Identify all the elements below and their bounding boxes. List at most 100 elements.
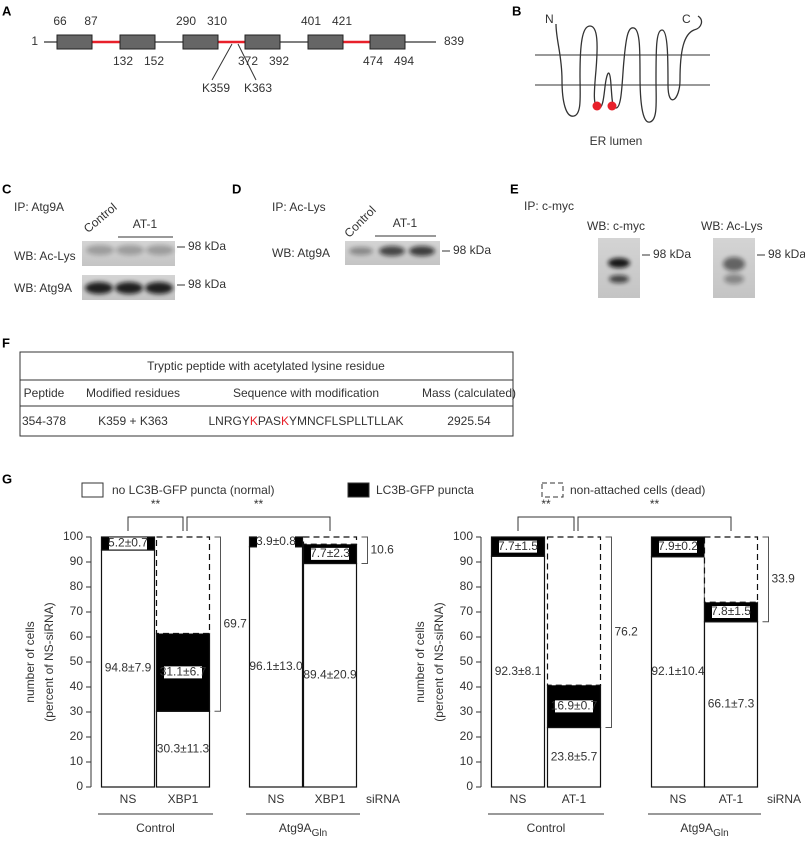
value-label: 7.7±2.3 bbox=[310, 546, 350, 560]
blot-label: WB: Atg9A bbox=[14, 281, 72, 295]
acetyl-site bbox=[607, 101, 617, 111]
table-header: Mass (calculated) bbox=[422, 386, 516, 400]
blot-label: WB: Ac-Lys bbox=[701, 219, 763, 233]
sequence-part: PAS bbox=[258, 414, 281, 428]
residue-label: 474 bbox=[363, 54, 383, 68]
bracket-label: 76.2 bbox=[615, 624, 639, 638]
table-cell: K359 + K363 bbox=[98, 414, 168, 428]
residue-label: 132 bbox=[113, 54, 133, 68]
marker-label: 98 kDa bbox=[188, 239, 226, 253]
site-label: K363 bbox=[244, 81, 272, 95]
band bbox=[608, 258, 630, 268]
x-tick-label: AT-1 bbox=[719, 792, 744, 806]
group-name: Control bbox=[527, 821, 566, 835]
bar-segment bbox=[248, 546, 304, 788]
bar-segment bbox=[650, 556, 706, 788]
value-label: 31.1±6.7 bbox=[160, 665, 207, 679]
table-border bbox=[19, 351, 514, 437]
residue-label: 66 bbox=[53, 14, 67, 28]
legend-label: non-attached cells (dead) bbox=[570, 483, 705, 497]
topology bbox=[555, 15, 703, 123]
acetyl-site bbox=[592, 101, 602, 111]
x-axis-label: siRNA bbox=[366, 792, 400, 806]
y-tick-label: 80 bbox=[460, 579, 474, 593]
y-axis-label: number of cells bbox=[413, 621, 427, 702]
table-cell: 354-378 bbox=[22, 414, 66, 428]
group-label: Atg9AGln bbox=[279, 821, 327, 838]
bracket-label: 10.6 bbox=[371, 542, 395, 556]
bracket-label: 33.9 bbox=[772, 572, 796, 586]
value-label-bg bbox=[257, 535, 295, 548]
transmembrane-domain bbox=[307, 34, 344, 50]
residue-label: 392 bbox=[269, 54, 289, 68]
band bbox=[379, 246, 405, 256]
x-tick-label: NS bbox=[120, 792, 137, 806]
y-axis-label: (percent of NS-siRNA) bbox=[42, 602, 56, 721]
bar-segment bbox=[546, 726, 602, 788]
panel-label: G bbox=[2, 471, 12, 486]
lane-label: AT-1 bbox=[393, 216, 418, 230]
y-tick-label: 90 bbox=[460, 554, 474, 568]
blot-label: WB: c-myc bbox=[587, 219, 645, 233]
value-label: 94.8±7.9 bbox=[105, 661, 152, 675]
value-label: 5.2±0.7 bbox=[108, 536, 148, 550]
value-label: 30.3±11.3 bbox=[157, 741, 210, 755]
y-tick-label: 60 bbox=[70, 629, 84, 643]
residue-label: 421 bbox=[332, 14, 352, 28]
y-tick-label: 20 bbox=[460, 729, 474, 743]
y-tick-label: 80 bbox=[70, 579, 84, 593]
x-tick-label: NS bbox=[670, 792, 687, 806]
marker-label: 98 kDa bbox=[453, 243, 491, 257]
group-label: Atg9AGln bbox=[680, 821, 728, 838]
y-tick-label: 0 bbox=[466, 779, 473, 793]
y-axis-label: (percent of NS-siRNA) bbox=[432, 602, 446, 721]
band bbox=[85, 282, 113, 294]
value-label: 3.9±0.8 bbox=[256, 534, 296, 548]
value-label-bg bbox=[555, 700, 593, 713]
y-tick-label: 40 bbox=[460, 679, 474, 693]
y-tick-label: 70 bbox=[460, 604, 474, 618]
lane-label: Control bbox=[341, 203, 378, 240]
ip-label: IP: c-myc bbox=[524, 199, 574, 213]
x-tick-label: NS bbox=[510, 792, 527, 806]
residue-label: 494 bbox=[394, 54, 414, 68]
band bbox=[409, 246, 435, 256]
ip-label: IP: Ac-Lys bbox=[272, 200, 326, 214]
group-name: Atg9A bbox=[279, 821, 312, 835]
value-label-bg bbox=[659, 540, 697, 553]
bracket bbox=[214, 536, 221, 712]
group-label: Control bbox=[527, 821, 566, 835]
sequence-part: YMNCFLSPLLTLLAK bbox=[289, 414, 404, 428]
value-label: 66.1±7.3 bbox=[708, 697, 755, 711]
table-cell: LNRGYKPASKYMNCFLSPLLTLLAK bbox=[209, 414, 404, 428]
transmembrane-domain bbox=[56, 34, 93, 50]
marker-label: 98 kDa bbox=[653, 247, 691, 261]
value-label: 92.1±10.4 bbox=[651, 664, 705, 678]
bracket-label: 69.7 bbox=[224, 616, 248, 630]
band bbox=[86, 245, 114, 255]
y-axis-label: number of cells bbox=[23, 621, 37, 702]
sequence-part: K bbox=[281, 414, 289, 428]
band bbox=[116, 245, 144, 255]
table-header: Peptide bbox=[24, 386, 65, 400]
value-label-bg bbox=[164, 666, 202, 679]
legend-swatch bbox=[81, 482, 104, 498]
y-tick-label: 40 bbox=[70, 679, 84, 693]
sequence-part: LNRGY bbox=[209, 414, 250, 428]
group-subscript: Gln bbox=[312, 828, 328, 839]
band bbox=[724, 274, 744, 284]
significance-label: ** bbox=[151, 497, 161, 511]
c-terminus: C bbox=[682, 12, 691, 26]
y-tick-label: 30 bbox=[70, 704, 84, 718]
table-cell: 2925.54 bbox=[447, 414, 491, 428]
significance-label: ** bbox=[254, 497, 264, 511]
legend-label: no LC3B-GFP puncta (normal) bbox=[112, 483, 275, 497]
lane-label: Control bbox=[81, 200, 120, 236]
significance-label: ** bbox=[541, 497, 551, 511]
bracket bbox=[762, 536, 769, 623]
significance-bracket bbox=[517, 516, 575, 531]
y-tick-label: 90 bbox=[70, 554, 84, 568]
panel-label: B bbox=[512, 3, 521, 18]
